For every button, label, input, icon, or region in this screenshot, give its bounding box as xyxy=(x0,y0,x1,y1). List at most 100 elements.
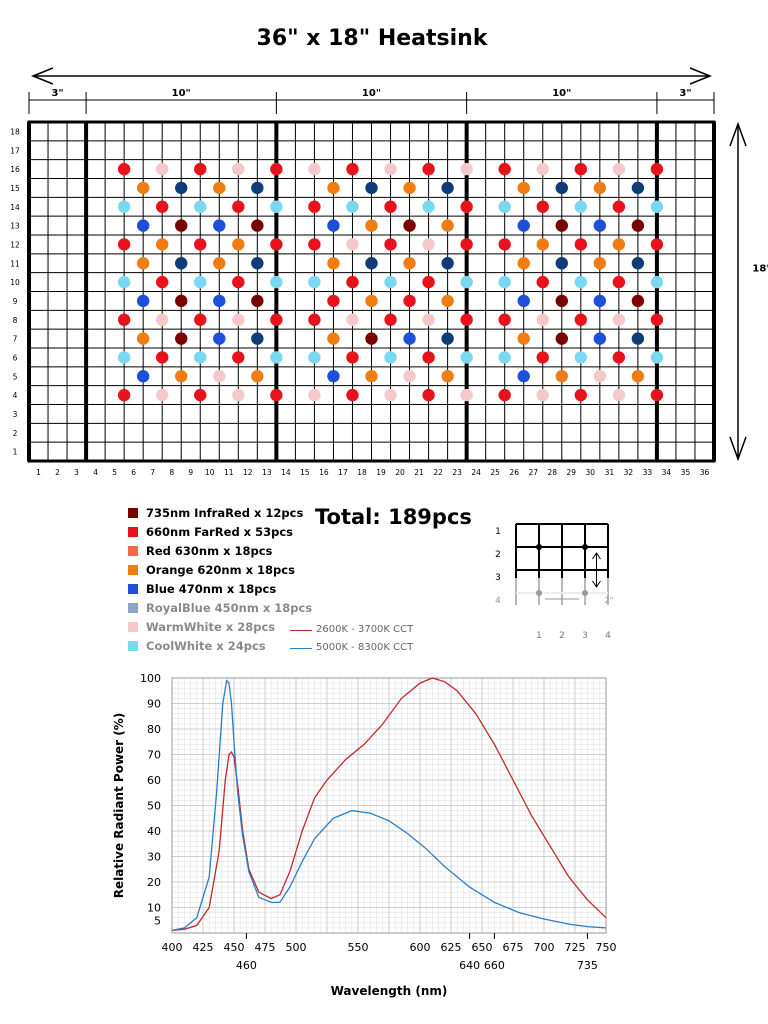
led-dot xyxy=(498,275,511,289)
led-dot xyxy=(574,200,588,213)
led-dot xyxy=(441,257,454,270)
led-dot xyxy=(498,162,511,176)
led-dot xyxy=(232,200,245,213)
row-label: 12 xyxy=(10,240,20,249)
led-dot xyxy=(536,388,549,402)
row-label: 6 xyxy=(13,353,18,362)
led-dot xyxy=(574,351,588,364)
led-dot xyxy=(631,257,645,270)
led-dot xyxy=(270,162,283,176)
led-dot xyxy=(612,313,626,326)
led-dot xyxy=(155,200,169,213)
column-label: 31 xyxy=(605,468,615,477)
legend-swatch xyxy=(128,565,138,575)
column-label: 13 xyxy=(262,468,272,477)
led-dot xyxy=(117,388,131,402)
led-dot xyxy=(194,388,207,402)
led-dot xyxy=(365,257,378,270)
x-secondary-tick-label: 640 xyxy=(459,959,480,972)
column-label: 23 xyxy=(452,468,462,477)
plot-border xyxy=(171,677,607,934)
led-dot xyxy=(327,219,340,232)
led-dot xyxy=(593,257,607,270)
height-dimension-label: 18" xyxy=(752,264,768,275)
led-dot xyxy=(308,275,321,289)
led-dot xyxy=(346,238,359,251)
led-dot xyxy=(403,332,416,345)
column-label: 7 xyxy=(150,468,155,477)
section-width-label: 3" xyxy=(51,88,63,99)
x-tick-label: 550 xyxy=(348,941,369,954)
row-label: 13 xyxy=(10,222,20,231)
led-dot xyxy=(327,181,340,195)
x-secondary-tick-label: 460 xyxy=(236,959,257,972)
led-dot xyxy=(308,238,321,251)
led-dot xyxy=(346,200,359,213)
row-label: 17 xyxy=(10,146,20,155)
led-dot xyxy=(213,181,226,195)
led-dot xyxy=(117,162,131,176)
column-label: 3 xyxy=(74,468,79,477)
led-dot xyxy=(136,257,150,270)
column-label: 17 xyxy=(338,468,348,477)
x-tick-label: 750 xyxy=(596,941,617,954)
x-tick-label: 725 xyxy=(565,941,586,954)
x-tick-label: 450 xyxy=(224,941,245,954)
row-label: 3 xyxy=(13,410,18,419)
column-label: 32 xyxy=(624,468,634,477)
led-dot xyxy=(650,388,664,402)
led-dot xyxy=(536,162,549,176)
led-dot xyxy=(117,238,131,251)
cct-legend-label: 5000K - 8300K CCT xyxy=(316,642,414,653)
height-arrow-bottom-head xyxy=(729,436,747,462)
led-dot xyxy=(175,219,188,232)
led-dot xyxy=(251,332,264,345)
page-title: 36" x 18" Heatsink xyxy=(256,26,488,51)
led-dot xyxy=(498,313,511,326)
led-dot xyxy=(650,313,664,326)
led-dot xyxy=(593,370,607,383)
row-label: 1 xyxy=(13,448,18,457)
led-dot xyxy=(403,257,416,270)
row-label: 8 xyxy=(13,316,18,325)
section-width-label: 10" xyxy=(552,88,571,99)
legend-label: WarmWhite x 28pcs xyxy=(146,620,276,634)
led-dot xyxy=(650,351,664,364)
column-label: 19 xyxy=(376,468,386,477)
led-dot xyxy=(232,351,245,364)
column-label: 28 xyxy=(547,468,557,477)
led-dot xyxy=(175,181,188,195)
led-dot xyxy=(384,162,397,176)
led-dot xyxy=(422,351,435,364)
led-dot xyxy=(498,388,511,402)
led-dot xyxy=(251,219,264,232)
row-label: 4 xyxy=(13,391,18,400)
row-label: 15 xyxy=(10,184,20,193)
led-dot xyxy=(574,275,588,289)
led-dot xyxy=(251,294,264,308)
x-axis-title: Wavelength (nm) xyxy=(331,984,448,998)
x-tick-label: 625 xyxy=(441,941,462,954)
led-dot xyxy=(251,257,264,270)
led-dot xyxy=(403,219,416,232)
led-dot xyxy=(498,238,511,251)
inset-led-dot xyxy=(536,544,542,550)
led-dot xyxy=(517,370,530,383)
inset-column-label: 4 xyxy=(605,631,611,641)
led-dot xyxy=(270,200,283,213)
led-dot xyxy=(384,200,397,213)
led-dot xyxy=(232,275,245,289)
y-tick-label: 50 xyxy=(147,800,161,813)
led-dot xyxy=(555,332,568,345)
led-dot xyxy=(327,294,340,308)
led-dot xyxy=(117,313,131,326)
led-dot xyxy=(422,388,435,402)
led-dot xyxy=(308,200,321,213)
led-dot xyxy=(346,275,359,289)
led-dot xyxy=(460,238,473,251)
led-dot xyxy=(612,351,626,364)
led-dot xyxy=(555,219,568,232)
width-arrow-left-head xyxy=(30,67,54,85)
led-dot xyxy=(460,313,473,326)
led-dot xyxy=(308,162,321,176)
